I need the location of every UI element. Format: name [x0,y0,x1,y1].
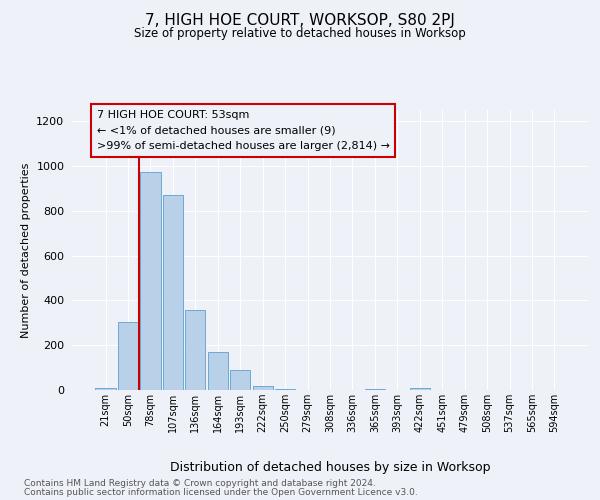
Bar [230,370,250,390]
Text: 7 HIGH HOE COURT: 53sqm
← <1% of detached houses are smaller (9)
>99% of semi-de: 7 HIGH HOE COURT: 53sqm ← <1% of detache… [97,110,389,151]
Bar [208,352,228,390]
Bar [95,388,116,390]
Text: 7, HIGH HOE COURT, WORKSOP, S80 2PJ: 7, HIGH HOE COURT, WORKSOP, S80 2PJ [145,12,455,28]
Bar [185,310,205,390]
Bar [410,388,430,390]
Text: Contains HM Land Registry data © Crown copyright and database right 2024.: Contains HM Land Registry data © Crown c… [24,479,376,488]
Text: Size of property relative to detached houses in Worksop: Size of property relative to detached ho… [134,28,466,40]
Bar [163,195,183,390]
Bar [253,386,273,390]
Text: Contains public sector information licensed under the Open Government Licence v3: Contains public sector information licen… [24,488,418,497]
Bar [140,172,161,390]
Y-axis label: Number of detached properties: Number of detached properties [20,162,31,338]
Bar [365,389,385,390]
Bar [118,322,138,390]
Bar [275,389,295,390]
Text: Distribution of detached houses by size in Worksop: Distribution of detached houses by size … [170,461,490,474]
